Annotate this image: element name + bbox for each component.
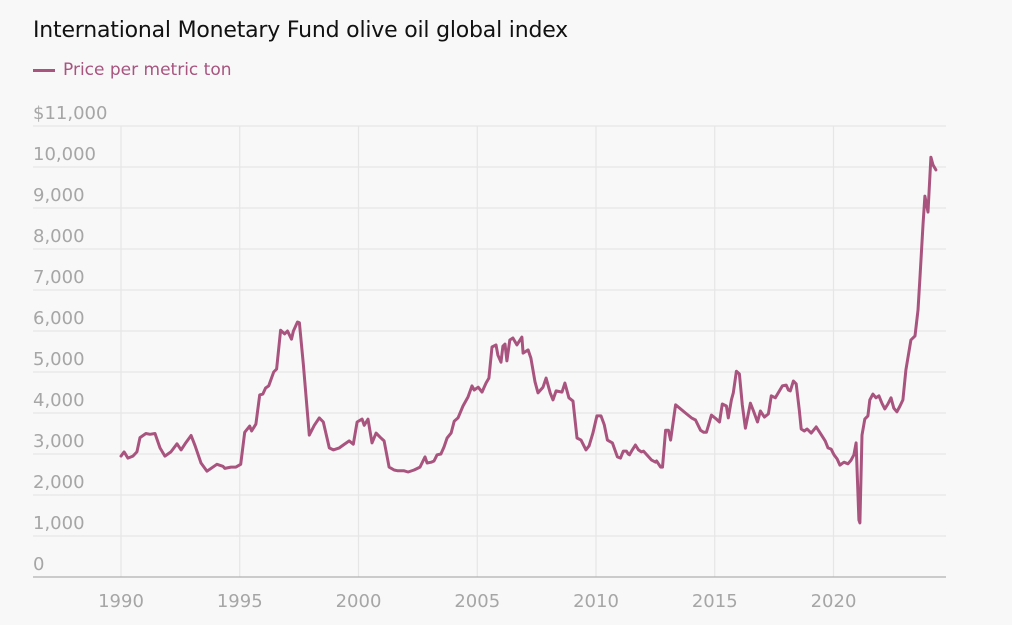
y-tick-label-8000: 8,000 <box>33 226 85 247</box>
chart-title: International Monetary Fund olive oil gl… <box>33 18 568 43</box>
y-tick-label-3000: 3,000 <box>33 431 85 452</box>
y-gridlines <box>33 125 946 537</box>
series-group <box>119 155 938 525</box>
x-tick-label-2005: 2005 <box>454 591 500 612</box>
y-axis-labels: 0 1,000 2,000 3,000 4,000 5,000 6,000 7,000 8,00… <box>33 103 107 575</box>
x-tick-label-1995: 1995 <box>217 591 263 612</box>
y-tick-label-1000: 1,000 <box>33 513 85 534</box>
y-tick-label-0: 0 <box>33 554 44 575</box>
x-tick-label-2000: 2000 <box>336 591 382 612</box>
legend-swatch-price <box>33 68 55 72</box>
y-tick-label-6000: 6,000 <box>33 308 85 329</box>
x-tick-label-2015: 2015 <box>692 591 738 612</box>
y-tick-label-2000: 2,000 <box>33 472 85 493</box>
x-tick-label-2010: 2010 <box>573 591 619 612</box>
y-tick-label-9000: 9,000 <box>33 185 85 206</box>
y-tick-label-11000: $11,000 <box>33 103 107 124</box>
y-tick-label-7000: 7,000 <box>33 267 85 288</box>
legend-label-price: Price per metric ton <box>63 60 232 80</box>
y-tick-label-10000: 10,000 <box>33 144 96 165</box>
x-tick-label-2020: 2020 <box>811 591 857 612</box>
series-line-price-per-metric-ton <box>119 155 938 525</box>
y-tick-label-5000: 5,000 <box>33 349 85 370</box>
x-axis-labels: 1990 1995 2000 2005 2010 2015 2020 <box>98 591 856 612</box>
x-tick-label-1990: 1990 <box>98 591 144 612</box>
legend: Price per metric ton <box>33 60 232 80</box>
x-gridlines <box>120 126 835 577</box>
y-tick-label-4000: 4,000 <box>33 390 85 411</box>
